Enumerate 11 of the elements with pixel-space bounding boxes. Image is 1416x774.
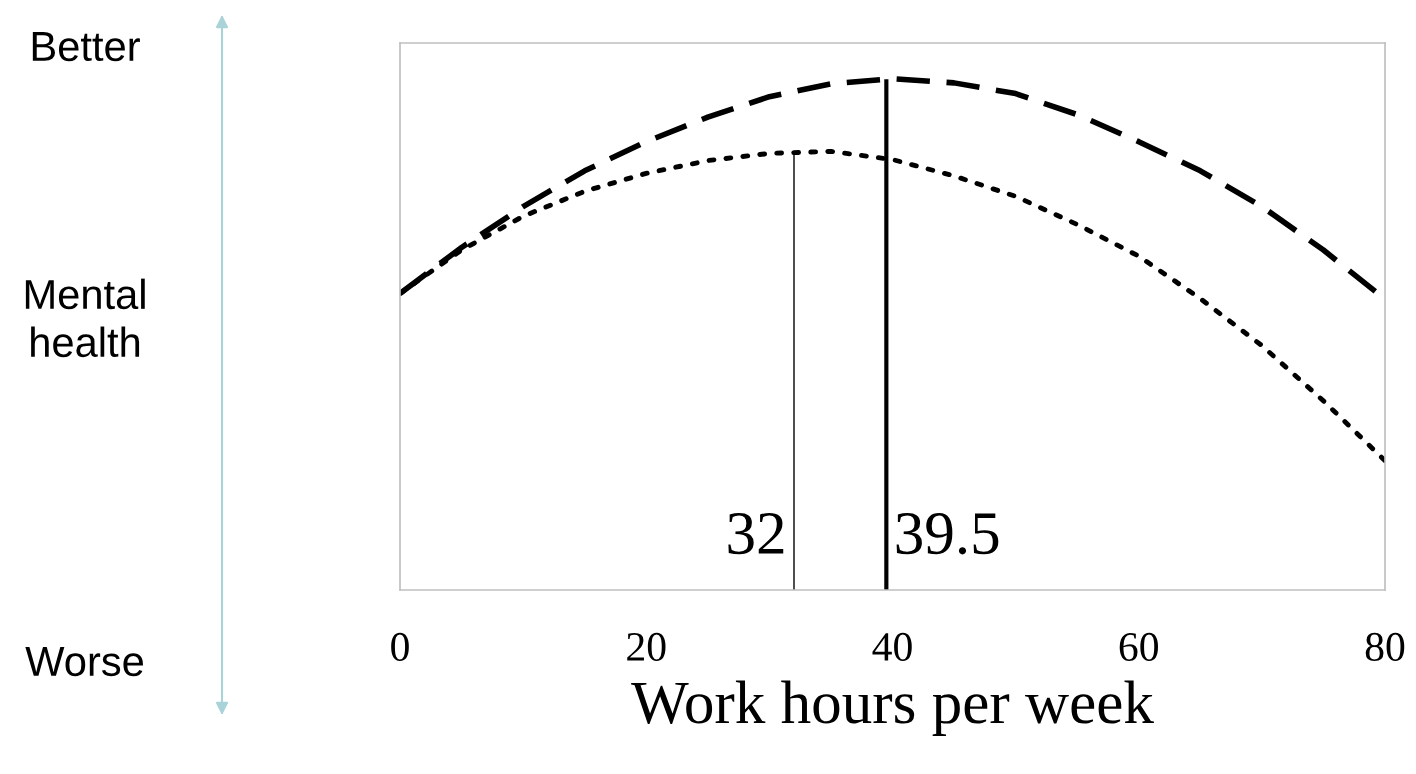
text: Better <box>32 32 140 62</box>
text: Mental health <box>25 278 145 358</box>
x-tick-label: 80 <box>1365 632 1405 661</box>
ref-line-label: 32 <box>728 513 784 555</box>
text: Worse <box>25 647 143 677</box>
x-tick-label: 20 <box>627 632 666 661</box>
ref-line-label: 39.5 <box>896 513 999 555</box>
x-axis-title: Work hours per week <box>631 680 1154 736</box>
x-tick-label: 40 <box>872 632 912 661</box>
x-tick-label: 60 <box>1119 632 1158 661</box>
x-tick-label: 0 <box>391 632 409 661</box>
